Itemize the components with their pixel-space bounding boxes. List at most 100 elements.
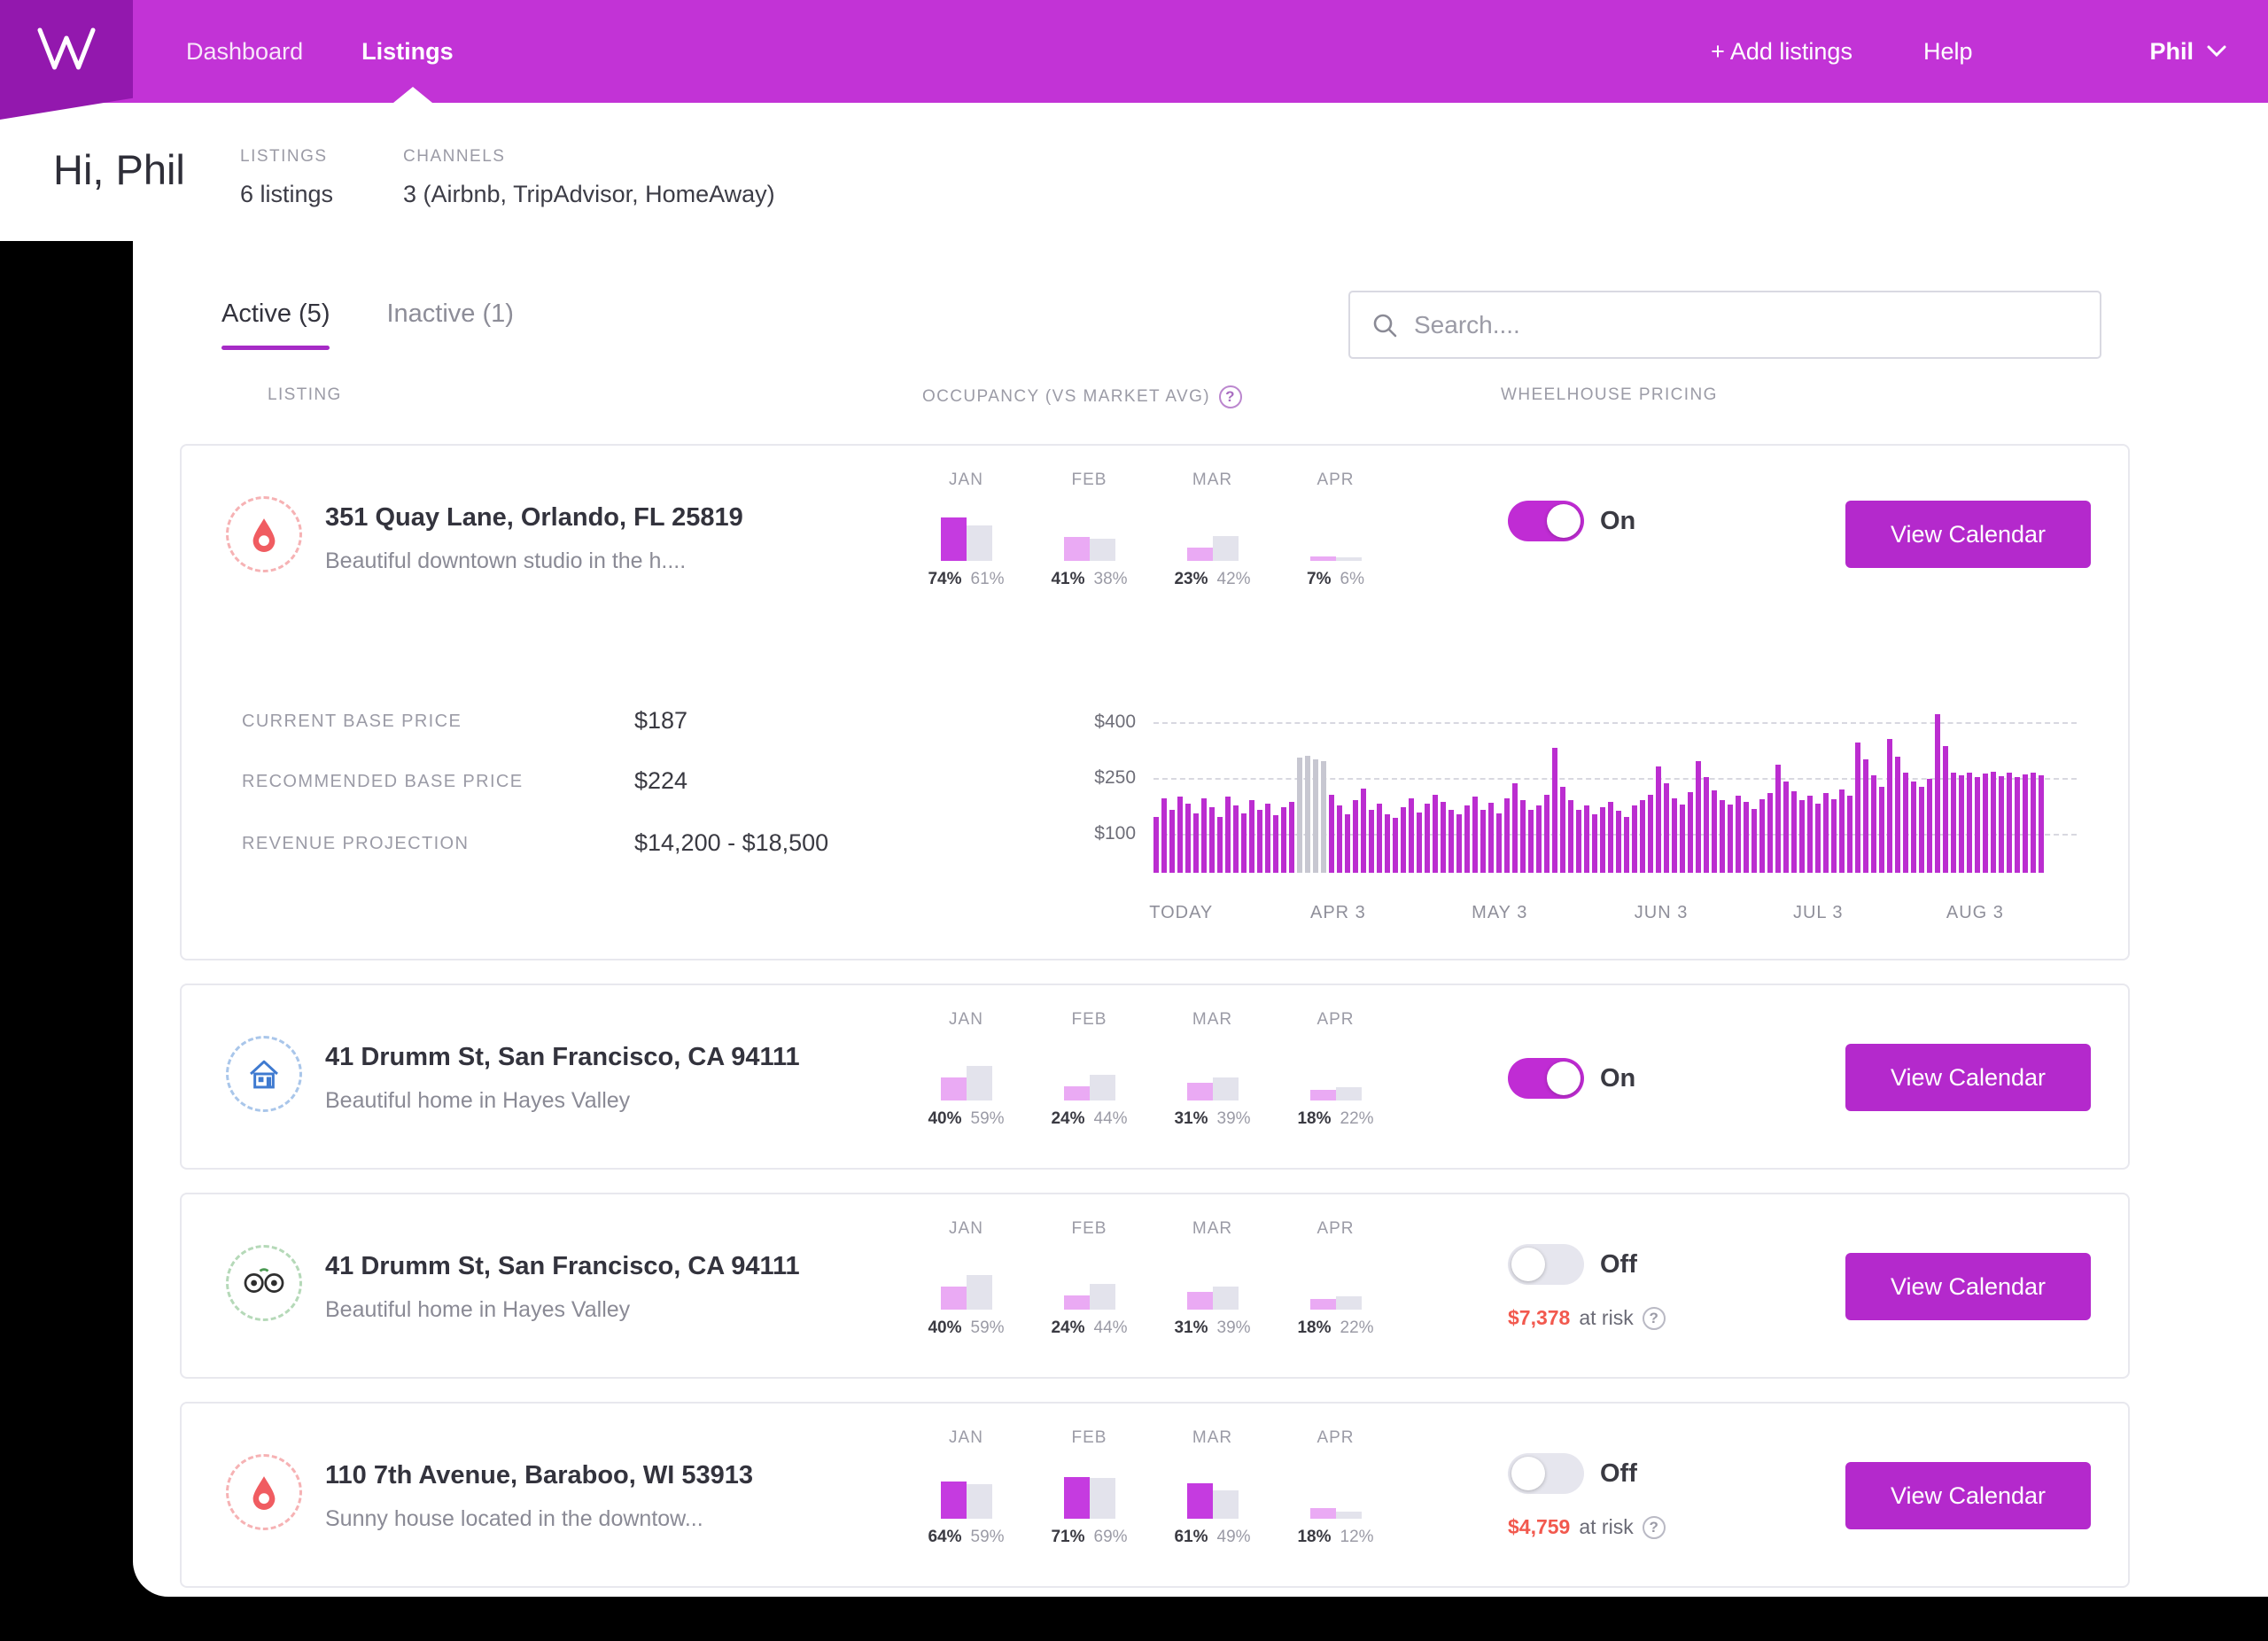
column-header-listing: LISTING: [268, 385, 342, 404]
price-bar: [1449, 810, 1454, 873]
occupancy-info-icon[interactable]: [1218, 385, 1242, 408]
month-label: JAN: [949, 1219, 983, 1238]
main-panel: Active (5) Inactive (1) LISTING OCCUPANC…: [133, 241, 2268, 1597]
price-bar: [1608, 802, 1613, 873]
pricing-toggle[interactable]: [1508, 501, 1584, 541]
view-calendar-button[interactable]: View Calendar: [1845, 1044, 2091, 1111]
price-bar: [1393, 818, 1398, 873]
price-bar: [1385, 814, 1390, 873]
price-bar: [2023, 774, 2028, 873]
listing-occupancy-value: 40%: [928, 1109, 962, 1128]
occupancy-month: APR 7% 6%: [1293, 471, 1378, 589]
price-bar: [1337, 805, 1342, 873]
price-bar: [1648, 795, 1653, 873]
tab-active[interactable]: Active (5): [221, 299, 330, 350]
listing-subtitle: Sunny house located in the downtow...: [325, 1506, 703, 1531]
price-bar: [1855, 743, 1860, 873]
price-bar: [1759, 799, 1765, 873]
top-nav: Dashboard Listings + Add listings Help P…: [0, 0, 2268, 103]
price-bar: [1273, 815, 1278, 873]
price-bar: [1983, 774, 1988, 873]
occupancy-bar-listing: [940, 1482, 967, 1519]
tab-inactive[interactable]: Inactive (1): [386, 299, 514, 328]
listing-occupancy-value: 61%: [1174, 1528, 1208, 1546]
price-bar: [1568, 800, 1573, 873]
market-occupancy-value: 39%: [1216, 1318, 1251, 1337]
occupancy-month: FEB 71% 69%: [1047, 1428, 1131, 1547]
occupancy-month: MAR 31% 39%: [1170, 1219, 1254, 1338]
listing-occupancy-value: 24%: [1051, 1109, 1085, 1128]
price-bar: [1560, 787, 1565, 873]
pricing-toggle[interactable]: [1508, 1058, 1584, 1099]
listing-occupancy-value: 74%: [928, 570, 962, 588]
search-input[interactable]: [1414, 310, 2078, 339]
listing-title[interactable]: 41 Drumm St, San Francisco, CA 94111: [325, 1252, 800, 1280]
price-bar: [1927, 779, 1932, 873]
price-bar: [1688, 792, 1693, 873]
price-bar: [1289, 802, 1294, 873]
wheelhouse-logo[interactable]: [0, 0, 133, 120]
month-label: FEB: [1071, 1010, 1107, 1029]
pricing-toggle[interactable]: [1508, 1244, 1584, 1285]
listings-count-value: 6 listings: [240, 181, 334, 207]
view-calendar-button[interactable]: View Calendar: [1845, 501, 2091, 568]
occupancy-bar-market: [1212, 1490, 1239, 1519]
pricing-toggle[interactable]: [1508, 1453, 1584, 1494]
listing-occupancy-value: 64%: [928, 1528, 962, 1546]
occupancy-bar-market: [1089, 1478, 1115, 1519]
market-occupancy-value: 38%: [1093, 570, 1128, 588]
price-bar: [1249, 800, 1254, 873]
price-bar: [1433, 795, 1438, 873]
month-label: MAR: [1192, 1428, 1233, 1447]
occupancy-bar-listing: [940, 1077, 967, 1100]
price-bar: [1520, 800, 1526, 873]
nav-item-listings[interactable]: Listings: [361, 37, 454, 65]
detail-value: $14,200 - $18,500: [634, 829, 829, 856]
listing-occupancy-value: 7%: [1307, 570, 1332, 588]
price-bar: [1592, 814, 1597, 873]
risk-info-icon[interactable]: [1642, 1306, 1666, 1330]
x-axis-label: JUN 3: [1634, 903, 1689, 922]
price-bar: [1225, 797, 1231, 873]
view-calendar-button[interactable]: View Calendar: [1845, 1253, 2091, 1320]
month-label: FEB: [1071, 471, 1107, 489]
price-bar: [1472, 797, 1478, 873]
listing-subtitle: Beautiful downtown studio in the h....: [325, 548, 687, 573]
help-button[interactable]: Help: [1922, 37, 1973, 65]
price-bar: [1441, 802, 1446, 873]
price-bar: [1504, 798, 1510, 873]
price-bar: [1161, 798, 1167, 873]
homeaway-channel-icon: [226, 1036, 302, 1112]
price-bar: [1425, 804, 1430, 873]
occupancy-bar-listing: [1309, 1508, 1336, 1519]
listing-card: 351 Quay Lane, Orlando, FL 25819 Beautif…: [180, 444, 2130, 960]
price-bar: [1632, 805, 1637, 873]
nav-item-dashboard[interactable]: Dashboard: [186, 37, 304, 65]
price-bar: [1193, 813, 1199, 873]
market-occupancy-value: 22%: [1340, 1109, 1374, 1128]
search-box[interactable]: [1348, 291, 2101, 359]
price-bar: [1297, 758, 1302, 873]
price-bar: [1672, 798, 1677, 873]
user-menu[interactable]: Phil: [2149, 38, 2227, 66]
listing-title[interactable]: 41 Drumm St, San Francisco, CA 94111: [325, 1043, 800, 1071]
occupancy-bar-listing: [1063, 537, 1090, 561]
listing-title[interactable]: 351 Quay Lane, Orlando, FL 25819: [325, 503, 743, 532]
occupancy-bar-market: [966, 1066, 992, 1100]
airbnb-channel-icon: [226, 496, 302, 572]
listing-occupancy-value: 31%: [1174, 1318, 1208, 1337]
listing-title[interactable]: 110 7th Avenue, Baraboo, WI 53913: [325, 1461, 753, 1489]
view-calendar-button[interactable]: View Calendar: [1845, 1462, 2091, 1529]
risk-info-icon[interactable]: [1642, 1515, 1666, 1539]
price-bar: [1783, 782, 1789, 873]
price-bar: [1544, 795, 1550, 873]
market-occupancy-value: 61%: [970, 570, 1005, 588]
price-bar: [1153, 817, 1159, 873]
occupancy-month: APR 18% 12%: [1293, 1428, 1378, 1547]
price-bar: [1967, 773, 1972, 873]
add-listings-button[interactable]: + Add listings: [1711, 37, 1852, 65]
price-bar: [1616, 811, 1621, 873]
price-bar: [1823, 793, 1829, 873]
price-bar: [1911, 782, 1916, 873]
chevron-down-icon: [2207, 45, 2226, 58]
